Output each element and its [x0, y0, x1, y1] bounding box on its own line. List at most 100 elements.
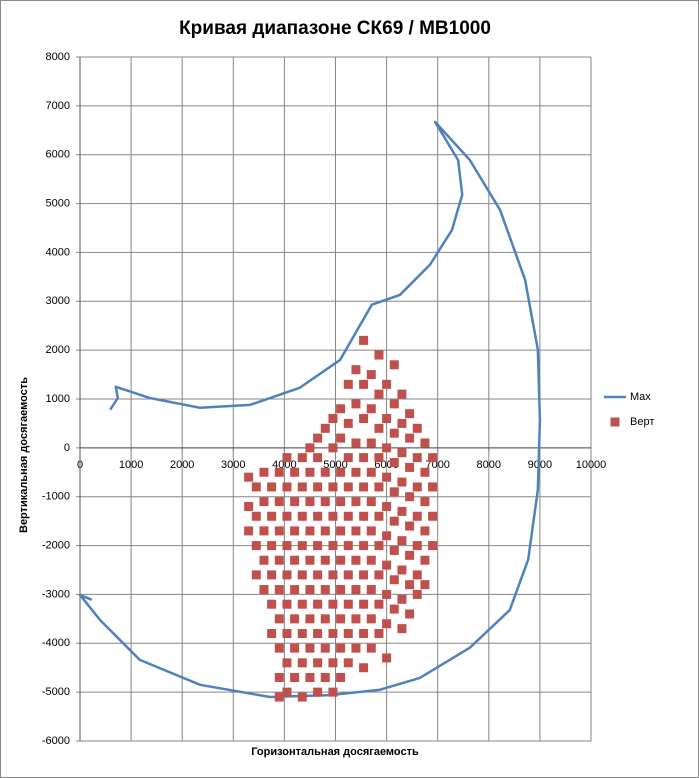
- x-axis-label: Горизонтальная досягаемость: [251, 746, 419, 758]
- marker: [305, 443, 315, 453]
- legend-label: Верт: [630, 416, 654, 428]
- marker: [336, 672, 346, 682]
- marker: [336, 404, 346, 414]
- marker: [343, 511, 353, 521]
- marker: [320, 585, 330, 595]
- marker: [343, 570, 353, 580]
- marker: [328, 482, 338, 492]
- marker: [305, 555, 315, 565]
- x-tick-label: 5000: [323, 459, 347, 471]
- marker: [244, 501, 254, 511]
- y-tick-label: 4000: [46, 246, 70, 258]
- marker: [382, 501, 392, 511]
- marker: [420, 438, 430, 448]
- marker: [374, 511, 384, 521]
- marker: [328, 687, 338, 697]
- marker: [274, 467, 284, 477]
- marker: [251, 541, 261, 551]
- marker: [259, 526, 269, 536]
- marker: [290, 555, 300, 565]
- marker: [366, 614, 376, 624]
- marker: [313, 687, 323, 697]
- marker: [274, 585, 284, 595]
- marker: [382, 379, 392, 389]
- marker: [366, 585, 376, 595]
- marker: [297, 482, 307, 492]
- marker: [313, 482, 323, 492]
- x-tick-label: 10000: [576, 459, 607, 471]
- marker: [305, 526, 315, 536]
- marker: [267, 599, 277, 609]
- marker: [359, 379, 369, 389]
- y-tick-label: 8000: [46, 51, 70, 63]
- marker: [374, 629, 384, 639]
- marker: [274, 614, 284, 624]
- marker: [382, 589, 392, 599]
- marker: [382, 619, 392, 629]
- marker: [267, 511, 277, 521]
- marker: [282, 687, 292, 697]
- marker: [359, 629, 369, 639]
- marker: [282, 599, 292, 609]
- marker: [297, 453, 307, 463]
- y-tick-label: 6000: [46, 149, 70, 161]
- marker: [374, 570, 384, 580]
- marker: [305, 643, 315, 653]
- marker: [267, 541, 277, 551]
- y-tick-label: 3000: [46, 295, 70, 307]
- marker: [336, 585, 346, 595]
- marker: [320, 614, 330, 624]
- marker: [428, 453, 438, 463]
- marker: [382, 653, 392, 663]
- marker: [351, 585, 361, 595]
- marker: [274, 692, 284, 702]
- legend-label: Max: [630, 391, 651, 403]
- marker: [382, 414, 392, 424]
- y-tick-label: -4000: [42, 637, 70, 649]
- marker: [389, 516, 399, 526]
- marker: [405, 521, 415, 531]
- marker: [313, 511, 323, 521]
- marker: [366, 555, 376, 565]
- marker: [336, 467, 346, 477]
- marker: [320, 526, 330, 536]
- marker: [405, 580, 415, 590]
- chart-title: Кривая диапазоне СК69 / МВ1000: [179, 18, 491, 39]
- x-tick-label: 9000: [528, 459, 552, 471]
- marker: [420, 555, 430, 565]
- marker: [336, 643, 346, 653]
- marker: [290, 643, 300, 653]
- marker: [290, 585, 300, 595]
- marker: [374, 350, 384, 360]
- marker: [259, 555, 269, 565]
- marker: [343, 453, 353, 463]
- marker: [366, 404, 376, 414]
- marker: [320, 555, 330, 565]
- marker: [328, 511, 338, 521]
- marker: [389, 458, 399, 468]
- marker: [320, 423, 330, 433]
- marker: [336, 555, 346, 565]
- y-tick-label: 1000: [46, 393, 70, 405]
- y-tick-label: -3000: [42, 588, 70, 600]
- marker: [343, 629, 353, 639]
- marker: [328, 599, 338, 609]
- marker: [328, 443, 338, 453]
- marker: [282, 482, 292, 492]
- marker: [343, 541, 353, 551]
- marker: [397, 418, 407, 428]
- marker: [290, 467, 300, 477]
- marker: [405, 550, 415, 560]
- marker: [420, 467, 430, 477]
- marker: [351, 526, 361, 536]
- marker: [366, 438, 376, 448]
- marker: [274, 672, 284, 682]
- marker: [297, 570, 307, 580]
- marker: [382, 443, 392, 453]
- marker: [405, 433, 415, 443]
- marker: [374, 599, 384, 609]
- marker: [320, 672, 330, 682]
- marker: [305, 467, 315, 477]
- marker: [351, 497, 361, 507]
- marker: [382, 472, 392, 482]
